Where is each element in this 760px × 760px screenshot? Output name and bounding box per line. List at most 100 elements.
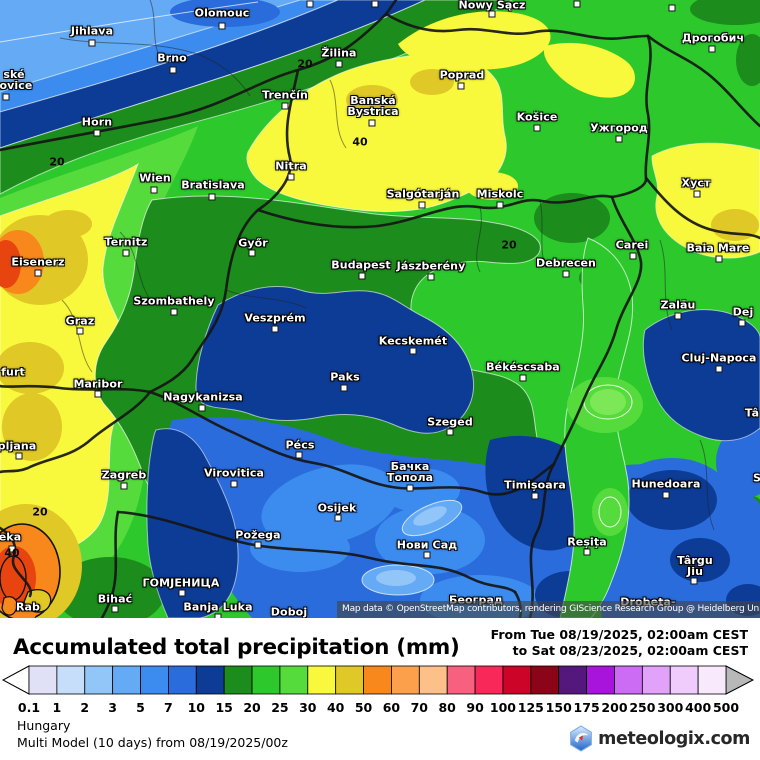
scale-cell (364, 666, 392, 694)
scale-tick: 400 (685, 700, 711, 715)
scale-tick: 1 (53, 700, 62, 715)
city-marker (410, 348, 417, 355)
city-marker (574, 1, 581, 8)
city-label: Jászberény (397, 261, 466, 272)
city-marker (616, 136, 623, 143)
model-info: Hungary Multi Model (10 days) from 08/19… (17, 717, 288, 751)
city-label: Târgu Jiu (677, 555, 713, 577)
city-label: Нови Сад (397, 540, 457, 551)
city-marker (447, 429, 454, 436)
city-marker (77, 328, 84, 335)
city-label: Budapest (331, 260, 390, 271)
city-label: Ужгород (590, 123, 648, 134)
city-label: ГОМЈЕНИЦА (143, 578, 220, 589)
city-label: Salgótarján (387, 189, 460, 200)
city-marker (675, 313, 682, 320)
scale-tick: 0.1 (18, 700, 40, 715)
scale-cell (503, 666, 531, 694)
city-label: Hunedoara (632, 479, 701, 490)
city-label: Trenčín (262, 90, 308, 101)
city-marker (272, 326, 279, 333)
contour-label: 20 (49, 157, 64, 168)
scale-cell (698, 666, 726, 694)
scale-tick: 80 (438, 700, 456, 715)
city-label: Wien (139, 173, 171, 184)
scale-cell (141, 666, 169, 694)
city-marker (739, 320, 746, 327)
brand-text[interactable]: meteologix.com (598, 729, 750, 749)
city-label: Brno (157, 53, 187, 64)
city-label: ské jovice (0, 69, 32, 91)
city-marker (369, 120, 376, 127)
city-label: Хуст (682, 178, 711, 189)
city-marker (372, 1, 379, 8)
city-marker (89, 40, 96, 47)
city-marker (532, 493, 539, 500)
city-marker (255, 542, 262, 549)
city-marker (296, 452, 303, 459)
city-marker (307, 1, 314, 8)
scale-cell (419, 666, 447, 694)
city-marker (112, 606, 119, 613)
scale-cell (252, 666, 280, 694)
city-label: Tâ (745, 408, 759, 419)
city-label: Bihać (98, 594, 132, 605)
city-marker (407, 485, 414, 492)
city-label: eka (0, 532, 21, 543)
scale-cell (642, 666, 670, 694)
city-marker (95, 391, 102, 398)
scale-tick: 60 (383, 700, 401, 715)
city-marker (497, 202, 504, 209)
scale-cell (29, 666, 57, 694)
scale-tick: 300 (657, 700, 683, 715)
scale-tick: 200 (601, 700, 627, 715)
city-label: Banja Luka (183, 602, 252, 613)
scale-cell (447, 666, 475, 694)
city-marker (231, 481, 238, 488)
city-marker (179, 590, 186, 597)
scale-tick: 15 (215, 700, 232, 715)
city-label: Banská Bystrica (347, 95, 398, 117)
meteologix-logo-icon[interactable] (568, 725, 594, 752)
scale-cell (531, 666, 559, 694)
scale-tick: 500 (713, 700, 739, 715)
valid-period: From Tue 08/19/2025, 02:00am CEST to Sat… (491, 627, 748, 659)
city-label: Szeged (427, 417, 473, 428)
city-label: Požega (235, 530, 280, 541)
city-marker (419, 202, 426, 209)
city-marker (630, 253, 637, 260)
scale-tick: 3 (108, 700, 117, 715)
map-overlays: OlomoucJihlavaBrnoské joviceHornWienBrat… (0, 0, 760, 618)
scale-tick: 30 (299, 700, 317, 715)
weather-map-page: OlomoucJihlavaBrnoské joviceHornWienBrat… (0, 0, 760, 760)
city-label: Poprad (440, 70, 485, 81)
precipitation-map[interactable]: OlomoucJihlavaBrnoské joviceHornWienBrat… (0, 0, 760, 618)
city-marker (121, 483, 128, 490)
legend-title: Accumulated total precipitation (mm) (13, 635, 460, 660)
city-marker (94, 130, 101, 137)
city-marker (428, 274, 435, 281)
city-label: Cluj-Napoca (681, 353, 756, 364)
city-label: Rab (16, 602, 40, 613)
contour-label: 40 (4, 548, 19, 559)
city-marker (563, 271, 570, 278)
city-label: Carei (616, 240, 649, 251)
model-run-label: Multi Model (10 days) from 08/19/2025/00… (17, 734, 288, 751)
city-marker (3, 94, 10, 101)
scale-tick: 100 (490, 700, 516, 715)
city-marker (249, 250, 256, 257)
scale-cell (587, 666, 615, 694)
city-label: Szombathely (133, 296, 214, 307)
map-attribution: Map data © OpenStreetMap contributors, r… (337, 601, 760, 618)
city-label: pljana (0, 441, 36, 452)
brand: meteologix.com (568, 725, 750, 752)
city-marker (709, 46, 716, 53)
city-label: Békéscsaba (486, 362, 560, 373)
scale-cell (475, 666, 503, 694)
city-label: Horn (82, 117, 112, 128)
scale-tick: 2 (80, 700, 89, 715)
scale-cell (308, 666, 336, 694)
contour-label: 20 (32, 507, 47, 518)
city-label: Maribor (73, 379, 122, 390)
city-marker (16, 453, 23, 460)
